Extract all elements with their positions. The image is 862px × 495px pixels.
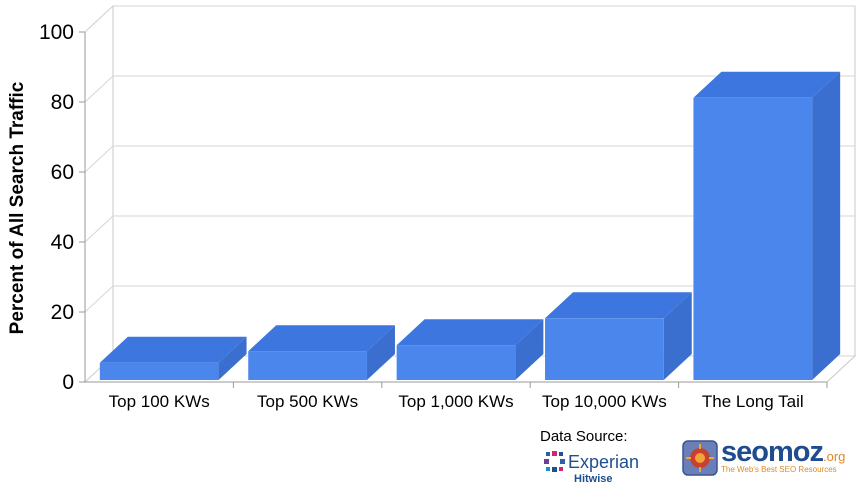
- experian-mark-icon: [544, 451, 565, 472]
- bar: [693, 71, 841, 381]
- seomoz-tld: .org: [822, 449, 846, 464]
- bar: [248, 325, 395, 380]
- experian-name: Experian: [568, 452, 640, 472]
- bars: [99, 71, 841, 381]
- y-axis-ticks: 0 20 40 60 80 100: [39, 21, 827, 394]
- bar-side: [366, 325, 395, 380]
- x-axis-labels: Top 100 KWs Top 500 KWs Top 1,000 KWs Top 1…: [109, 382, 828, 411]
- bar-top: [396, 319, 544, 346]
- bar: [545, 292, 692, 380]
- bar-side: [218, 336, 247, 380]
- y-tick-label: 60: [51, 161, 74, 184]
- left-wall: [84, 4, 114, 384]
- bar-front: [545, 318, 664, 380]
- gridline: [84, 5, 855, 33]
- x-tick-label: Top 1,000 KWs: [398, 392, 513, 411]
- bar: [396, 319, 544, 380]
- bar-front: [396, 345, 516, 380]
- seomoz-badge-icon: [682, 440, 718, 476]
- x-tick-label: Top 10,000 KWs: [542, 392, 667, 411]
- experian-hitwise-logo: Experian Hitwise: [544, 449, 654, 489]
- bar-front: [693, 97, 813, 381]
- seomoz-wordmark: seomoz.org: [721, 436, 845, 469]
- bar-front: [248, 351, 367, 380]
- y-axis-label: Percent of All Search Traffic: [7, 81, 28, 334]
- bar-front: [99, 362, 219, 380]
- seomoz-name: seomoz: [721, 436, 824, 468]
- seomoz-tagline: The Web's Best SEO Resources: [721, 465, 837, 474]
- bar-top: [545, 292, 692, 319]
- gridline: [84, 75, 855, 103]
- y-tick-label: 80: [51, 91, 74, 114]
- bar: [99, 336, 247, 380]
- bar-side: [515, 319, 544, 380]
- x-tick-label: Top 100 KWs: [109, 392, 210, 411]
- hitwise-name: Hitwise: [574, 473, 613, 485]
- y-tick-label: 20: [51, 301, 74, 324]
- gridline: [84, 145, 855, 173]
- data-source-label: Data Source:: [540, 428, 628, 445]
- bar-top: [248, 325, 395, 352]
- y-tick-label: 40: [51, 231, 74, 254]
- gridline: [84, 215, 855, 243]
- bar-side: [663, 292, 692, 380]
- y-tick-label: 100: [39, 21, 74, 44]
- seomoz-logo: seomoz.org The Web's Best SEO Resources: [680, 436, 855, 478]
- bar-top: [99, 336, 247, 363]
- gridline: [84, 285, 855, 313]
- y-tick-label: 0: [62, 371, 74, 394]
- x-tick-label: The Long Tail: [702, 392, 804, 411]
- bar-side: [812, 71, 841, 381]
- x-tick-label: Top 500 KWs: [257, 392, 358, 411]
- bar-top: [693, 71, 841, 98]
